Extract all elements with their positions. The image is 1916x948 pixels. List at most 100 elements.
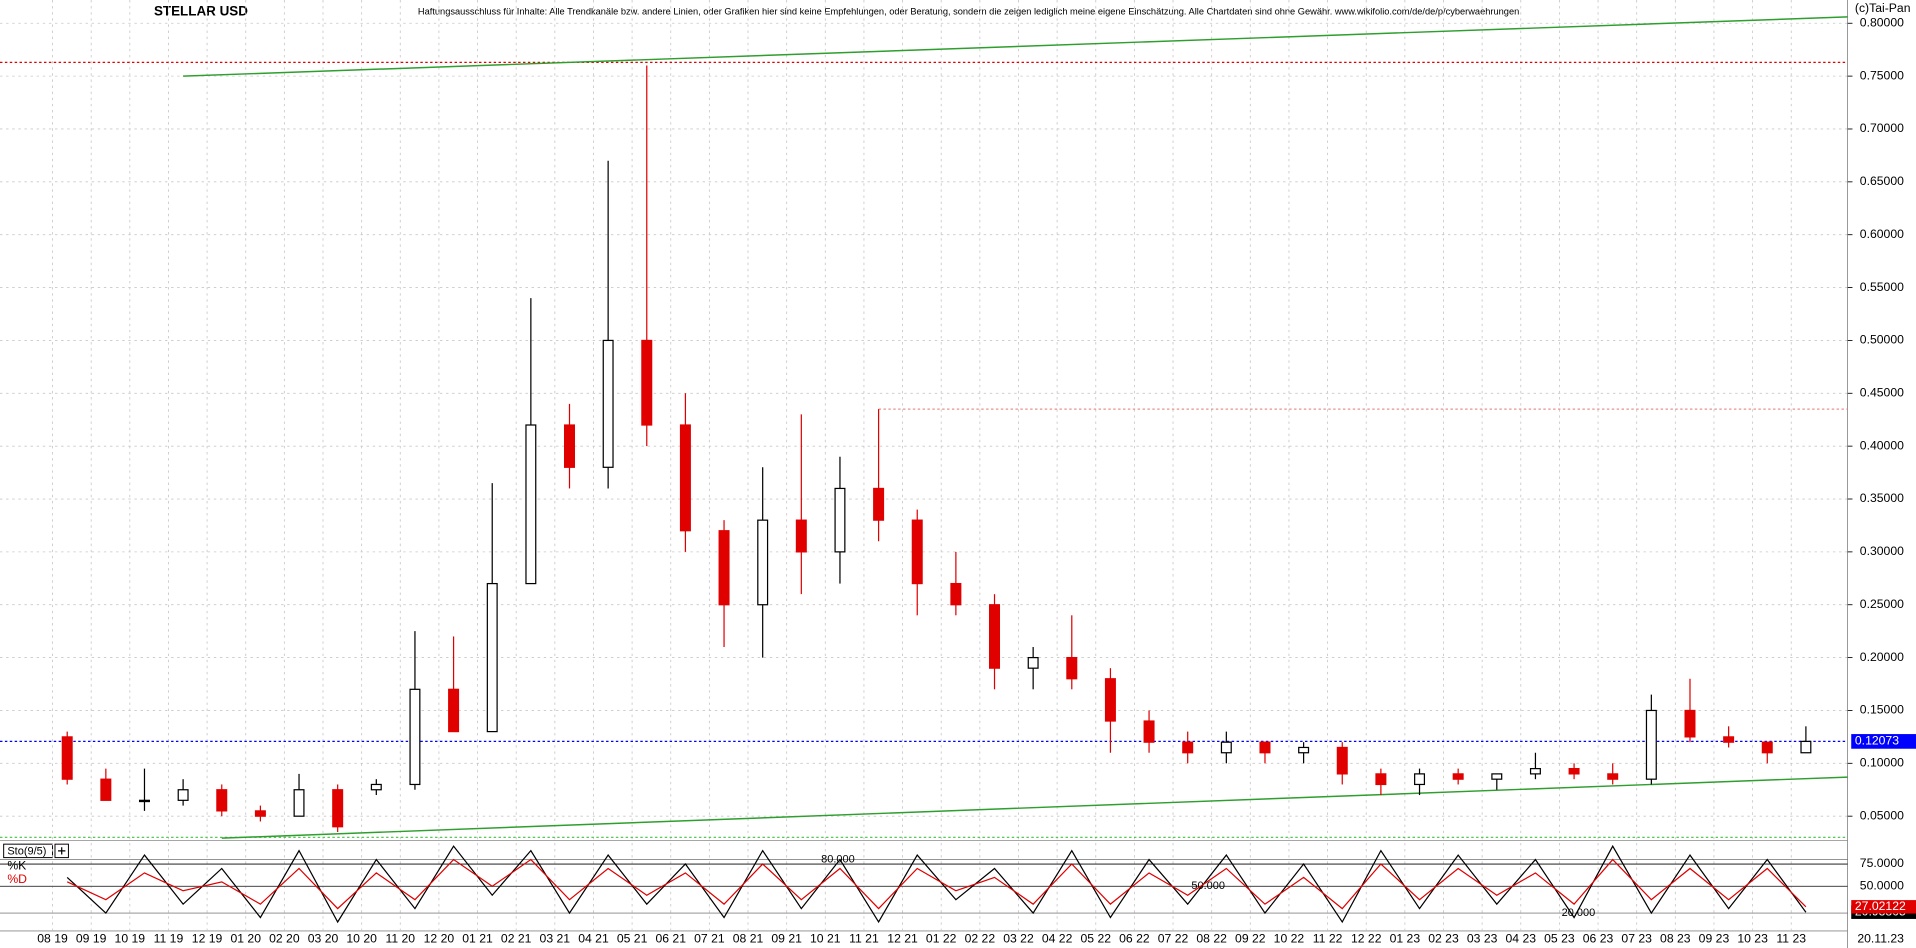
y-tick-label: 0.70000 (1860, 121, 1904, 135)
candle-body (448, 688, 460, 733)
x-tick-label: 01 21 (462, 932, 493, 946)
candle-body (950, 582, 962, 606)
y-tick-label: 0.50000 (1860, 333, 1904, 347)
y-tick-label: 0.15000 (1860, 703, 1904, 717)
x-tick-label: 03 21 (540, 932, 571, 946)
candle-body (1104, 678, 1116, 722)
x-tick-label: 04 22 (1042, 932, 1073, 946)
price-label: 0.12073 (1855, 734, 1899, 748)
candle-body (525, 424, 537, 585)
y-tick-label: 0.10000 (1860, 756, 1904, 770)
x-tick-label: 02 20 (269, 932, 300, 946)
y-tick-label: 75.0000 (1860, 856, 1904, 870)
candle-body (1066, 656, 1078, 680)
x-tick-label: 09 19 (76, 932, 107, 946)
price-label-box (1851, 734, 1916, 749)
x-tick-label: 08 22 (1196, 932, 1227, 946)
candle-body (1800, 740, 1812, 754)
x-tick-label: 06 21 (655, 932, 686, 946)
x-tick-label: 08 21 (733, 932, 764, 946)
add-button[interactable] (54, 843, 69, 859)
legend-entry: %D (7, 872, 27, 886)
add-icon[interactable] (58, 847, 66, 855)
y-tick-label: 0.20000 (1860, 650, 1904, 664)
x-tick-label: 12 20 (424, 932, 455, 946)
x-tick-label: 11 20 (385, 932, 415, 946)
x-tick-label: 03 22 (1003, 932, 1034, 946)
x-tick-label: 06 22 (1119, 932, 1150, 946)
candle-body (1375, 773, 1387, 786)
disclaimer: Haftungsausschluss für Inhalte: Alle Tre… (418, 7, 1519, 17)
y-tick-label: 0.65000 (1860, 174, 1904, 188)
y-tick-label: 50.0000 (1860, 879, 1904, 893)
y-tick-label: 0.75000 (1860, 68, 1904, 82)
x-tick-label: 03 23 (1467, 932, 1498, 946)
level-label: 50.000 (1191, 880, 1225, 892)
candle-body (834, 487, 846, 553)
candle-body (1298, 746, 1310, 754)
candle-body (1414, 773, 1426, 786)
candle-body (370, 783, 382, 791)
x-tick-label: 07 22 (1158, 932, 1189, 946)
candle-body (679, 424, 691, 532)
candle-body (332, 789, 344, 828)
x-tick-label: 12 22 (1351, 932, 1382, 946)
x-tick-label: 01 20 (230, 932, 261, 946)
x-tick-label: 10 21 (810, 932, 841, 946)
x-tick-label: 09 23 (1699, 932, 1730, 946)
x-tick-label: 07 21 (694, 932, 725, 946)
candle-body (989, 604, 1001, 669)
x-tick-label: 05 23 (1544, 932, 1575, 946)
candle-body (1452, 773, 1464, 780)
candle-body (1182, 741, 1194, 754)
candle-body (100, 778, 112, 801)
x-tick-label: 04 23 (1506, 932, 1537, 946)
candle-body (177, 789, 189, 801)
candle-body (757, 519, 769, 606)
last-value: 27.02122 (1855, 899, 1906, 913)
chart-title: STELLAR USD (154, 4, 248, 19)
candle-body (1761, 741, 1773, 754)
x-tick-label: 11 22 (1313, 932, 1343, 946)
y-tick-label: 0.05000 (1860, 808, 1904, 822)
x-tick-label: 12 19 (192, 932, 223, 946)
candle-body (1336, 746, 1348, 775)
candle-body (216, 789, 228, 812)
x-tick-label: 11 23 (1776, 932, 1806, 946)
x-tick-label: 02 21 (501, 932, 532, 946)
y-tick-label: 0.80000 (1860, 15, 1904, 29)
x-tick-label: 11 19 (154, 932, 184, 946)
candle-body (873, 487, 885, 521)
level-label: 80.000 (821, 853, 855, 865)
indicator-title: Sto(9/5) (7, 845, 46, 857)
legend-entry: %K (7, 858, 26, 872)
candle-body (486, 582, 498, 733)
candle-body (602, 339, 614, 468)
candle-body (718, 530, 730, 606)
trendline (221, 776, 1848, 839)
y-tick-label: 0.60000 (1860, 227, 1904, 241)
candle-body (61, 736, 73, 780)
candle-body (911, 519, 923, 585)
y-tick-label: 0.45000 (1860, 386, 1904, 400)
x-tick-label: 05 21 (617, 932, 648, 946)
x-tick-label: 09 21 (771, 932, 802, 946)
candle-body (1645, 709, 1657, 780)
x-tick-label: 01 22 (926, 932, 957, 946)
candle-body (1220, 741, 1232, 754)
x-tick-label: 10 20 (346, 932, 377, 946)
y-tick-label: 0.35000 (1860, 491, 1904, 505)
trendline (183, 16, 1848, 77)
last-date: 20.11.23 (1857, 932, 1904, 946)
x-tick-label: 08 19 (37, 932, 68, 946)
x-tick-label: 03 20 (308, 932, 339, 946)
candle-body (1723, 736, 1735, 743)
candle-body (1568, 767, 1580, 775)
candle-body (1684, 709, 1696, 738)
candle-body (293, 789, 305, 817)
x-tick-label: 07 23 (1621, 932, 1652, 946)
value-box (1851, 900, 1916, 914)
